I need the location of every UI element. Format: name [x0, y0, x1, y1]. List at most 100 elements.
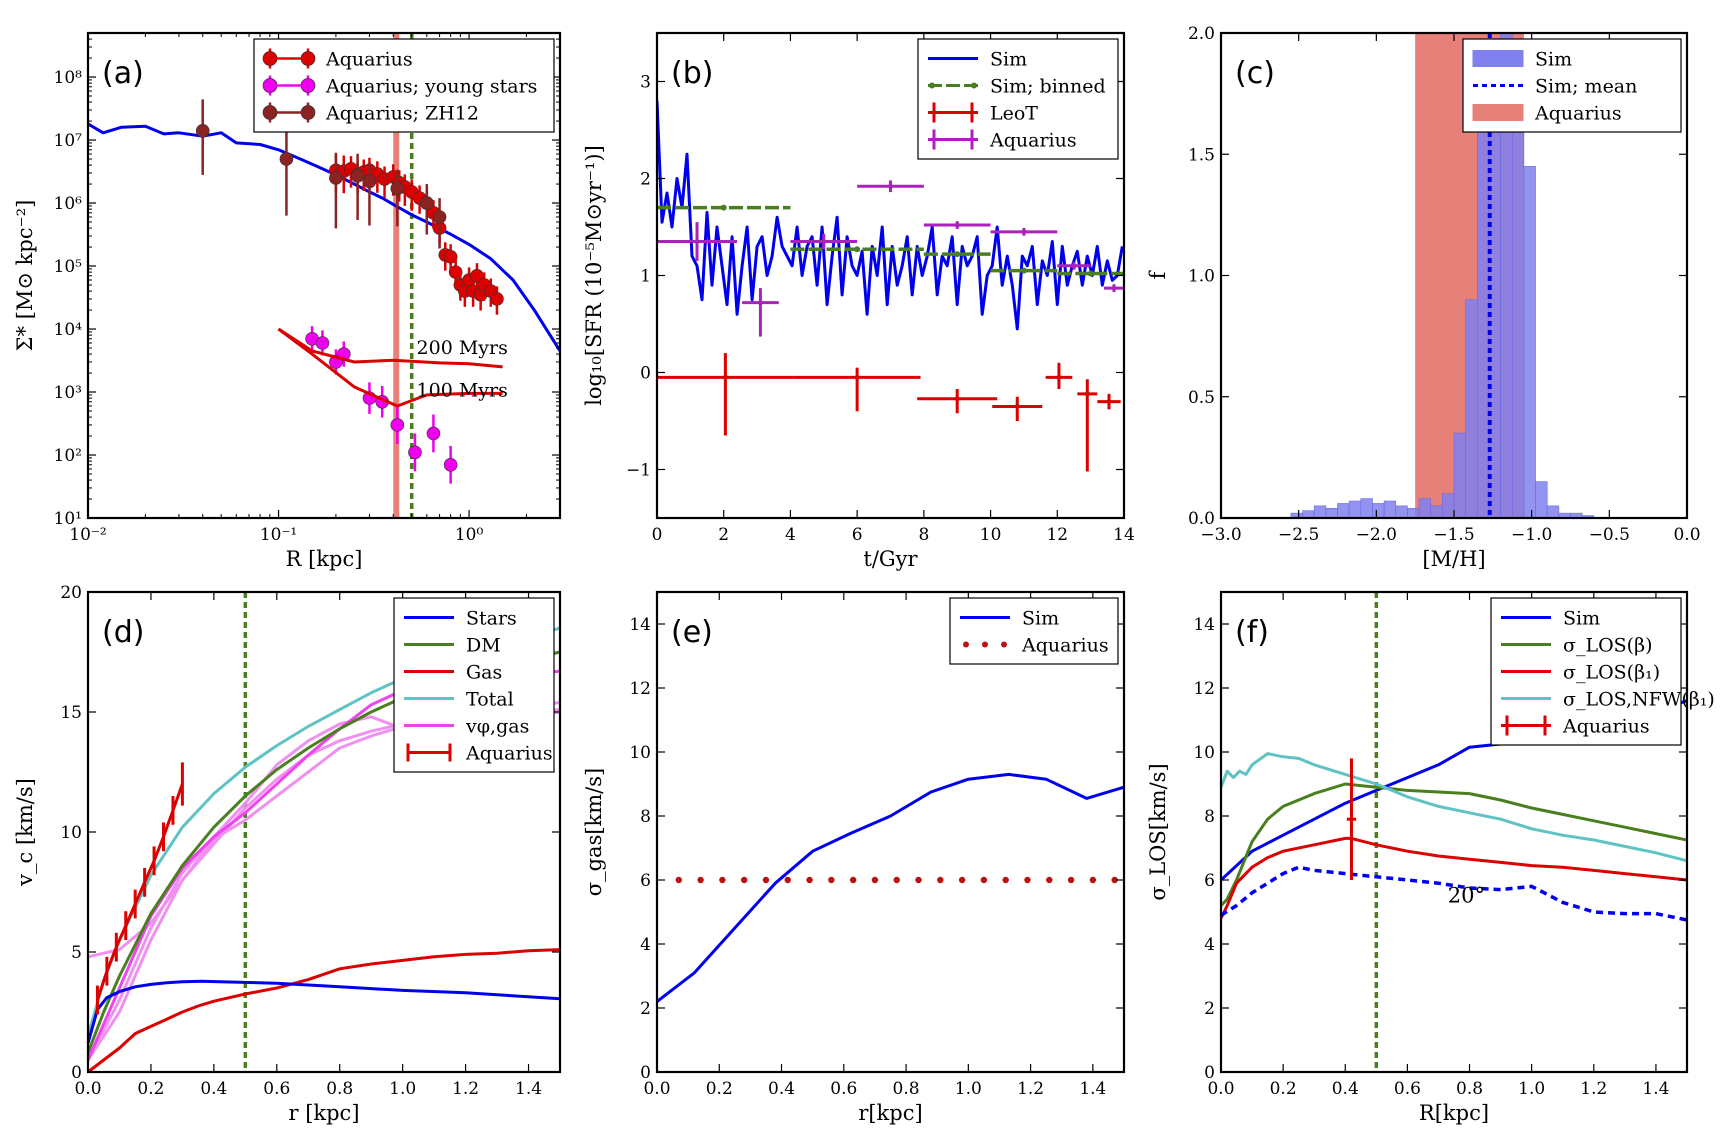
x-tick-label: 0.8: [893, 1079, 920, 1099]
x-tick-label: 12: [1046, 525, 1068, 545]
aquarius-line: [95, 783, 184, 1001]
series-sim-binned: [657, 204, 1124, 277]
x-tick-label: 6: [852, 525, 863, 545]
y-tick-label: 1: [640, 267, 651, 287]
series-sim: [87, 122, 562, 352]
data-point: [279, 152, 294, 166]
y-tick-label: 2.0: [1188, 24, 1215, 44]
legend: Sim σ_LOS(β) σ_LOS(β₁) σ_LOS,NFW(β₁) Aquariu…: [1490, 597, 1715, 746]
binned-marker: [1087, 270, 1094, 277]
y-axis-label: f: [1146, 269, 1170, 279]
data-point: [1024, 876, 1031, 884]
legend-entry: DM: [404, 635, 501, 657]
x-axis-label: t/Gyr: [863, 547, 918, 571]
panel-label-d: (d): [102, 615, 144, 650]
series-aquarius-zh12: [195, 99, 447, 249]
x-tick-label: 0.0: [1207, 1079, 1234, 1099]
plot-frame-d: [86, 590, 562, 1074]
x-tick-label: 0.0: [1673, 525, 1700, 545]
histogram-bar: [1442, 493, 1455, 519]
x-tick-label: −1.0: [1511, 525, 1552, 545]
series-aquarius: [675, 876, 1118, 884]
x-tick-label: 0.2: [1270, 1079, 1297, 1099]
series-sim: [656, 772, 1125, 1003]
data-point: [315, 336, 330, 350]
x-tick-label: 0.4: [200, 1079, 227, 1099]
x-axis-label: R[kpc]: [1419, 1101, 1489, 1125]
legend-frame: [949, 597, 1119, 665]
series-leot: [657, 353, 1121, 472]
y-tick-label: 10⁶: [54, 194, 83, 214]
x-axis-label: R [kpc]: [286, 547, 363, 571]
legend-label: Sim; mean: [1535, 76, 1637, 98]
legend-label: Aquarius: [465, 743, 553, 765]
plot-frame-e: [655, 590, 1126, 1074]
x-tick-label: −0.5: [1589, 525, 1630, 545]
x-tick-label: 1.0: [389, 1079, 416, 1099]
data-point: [722, 374, 728, 380]
data-point: [1014, 403, 1020, 409]
x-tick-label: 2: [718, 525, 729, 545]
histogram-bar: [1313, 505, 1327, 519]
legend-label: Sim: [990, 49, 1027, 71]
x-tick-label: −3.0: [1200, 525, 1241, 545]
y-tick-label: 10: [629, 743, 651, 763]
y-tick-label: 10: [60, 823, 82, 843]
data-point: [1056, 374, 1062, 380]
histogram-bar: [1418, 498, 1432, 519]
panel-label-b: (b): [671, 56, 713, 91]
data-point: [888, 183, 893, 189]
legend-label: LeoT: [990, 103, 1038, 125]
legend-marker: [963, 641, 969, 648]
y-axis-label: σ_LOS[km/s]: [1146, 763, 1170, 900]
y-tick-label: 10²: [54, 446, 82, 466]
histogram-bar: [1511, 129, 1525, 519]
legend-label: Sim; binned: [990, 76, 1106, 98]
y-tick-label: 4: [1204, 935, 1215, 955]
panel-c: −3.0 −2.5 −2.0 −1.5 −1.0 −0.5 0.0 0.0 0.5 1.0 1.5 2…: [1146, 24, 1701, 571]
histogram-bar: [1453, 432, 1466, 519]
legend-entry: Aquarius: [1501, 715, 1650, 738]
x-tick-label: 0.8: [1456, 1079, 1483, 1099]
series-aquarius: [1346, 758, 1357, 880]
y-tick-label: 8: [640, 807, 651, 827]
x-tick-label: 1.0: [955, 1079, 982, 1099]
data-point: [408, 445, 422, 460]
histogram-bar: [1325, 507, 1338, 519]
histogram-bar: [1372, 503, 1385, 519]
legend-label: Sim: [1535, 49, 1572, 71]
data-point: [806, 876, 813, 884]
y-tick-label: 0: [1204, 1063, 1215, 1083]
panel-e: 0.0 0.2 0.4 0.6 0.8 1.0 1.2 1.4 0 2 4 6 8 10 12 14 r[kpc…: [582, 590, 1126, 1125]
x-tick-label: 0.6: [263, 1079, 290, 1099]
legend-entry: vφ,gas: [404, 716, 529, 738]
x-tick-label: 0: [652, 525, 663, 545]
angle-annotation: 20°: [1448, 883, 1485, 907]
data-point: [362, 174, 377, 189]
histogram-bar: [1523, 166, 1536, 519]
legend-label: vφ,gas: [465, 716, 529, 738]
annotation-label: 100 Myrs: [417, 379, 508, 401]
data-point: [849, 876, 857, 884]
legend-entry: Sim; mean: [1473, 76, 1637, 98]
legend-entry: Sim: [1501, 608, 1600, 630]
series-gas: [87, 948, 561, 1074]
data-point: [954, 396, 960, 402]
plot-frame-a: [86, 31, 562, 520]
legend-label: Aquarius: [325, 49, 413, 71]
y-tick-label: −1: [626, 461, 651, 481]
data-point: [1071, 263, 1077, 269]
x-axis-label: [M/H]: [1422, 547, 1485, 571]
y-tick-label: 6: [640, 871, 651, 891]
legend-label: σ_LOS(β₁): [1563, 662, 1660, 684]
y-tick-label: 10: [1193, 743, 1215, 763]
legend-label: Aquarius; ZH12: [325, 103, 479, 125]
series-aquarius: [657, 180, 1124, 337]
histogram-bar: [1430, 505, 1443, 519]
histogram-bar: [1395, 505, 1408, 519]
legend-label: Aquarius: [1534, 103, 1622, 125]
data-point: [1067, 876, 1075, 884]
legend-entry: Gas: [404, 662, 502, 684]
data-point: [762, 876, 770, 884]
x-tick-label: 0.2: [137, 1079, 164, 1099]
